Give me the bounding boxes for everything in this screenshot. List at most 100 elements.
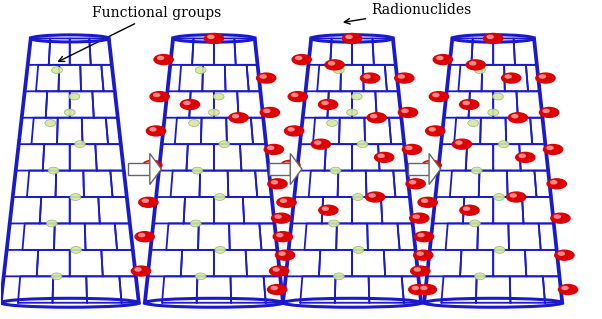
Circle shape [285, 162, 290, 165]
Text: Radionuclides: Radionuclides [344, 3, 471, 24]
Ellipse shape [330, 167, 341, 174]
Circle shape [150, 128, 156, 131]
Circle shape [395, 73, 414, 83]
Circle shape [483, 33, 503, 43]
Circle shape [562, 286, 568, 290]
Polygon shape [290, 153, 302, 185]
Ellipse shape [195, 67, 206, 74]
Circle shape [554, 215, 560, 218]
Circle shape [135, 268, 141, 271]
Circle shape [273, 268, 279, 271]
Circle shape [204, 33, 223, 43]
Circle shape [418, 197, 437, 207]
Circle shape [417, 285, 436, 294]
Circle shape [158, 56, 164, 60]
Ellipse shape [474, 273, 485, 280]
Circle shape [279, 252, 285, 255]
Circle shape [559, 285, 578, 294]
Circle shape [429, 128, 435, 131]
Circle shape [138, 234, 144, 237]
Ellipse shape [468, 120, 479, 126]
Circle shape [270, 266, 289, 276]
Ellipse shape [327, 120, 338, 126]
Circle shape [409, 285, 428, 294]
Ellipse shape [215, 247, 226, 253]
Circle shape [208, 35, 214, 38]
Ellipse shape [488, 109, 498, 116]
Circle shape [268, 146, 274, 149]
Circle shape [501, 73, 521, 83]
Ellipse shape [48, 167, 59, 174]
Circle shape [421, 286, 427, 290]
Ellipse shape [470, 220, 480, 227]
Circle shape [281, 160, 300, 170]
Circle shape [460, 205, 479, 215]
Circle shape [433, 55, 453, 64]
Circle shape [418, 234, 424, 237]
Ellipse shape [353, 247, 364, 253]
Circle shape [365, 192, 385, 202]
Ellipse shape [334, 67, 344, 74]
Circle shape [276, 250, 295, 260]
Circle shape [329, 62, 335, 65]
Circle shape [369, 194, 375, 197]
Circle shape [402, 109, 408, 112]
Circle shape [135, 232, 154, 242]
Circle shape [346, 35, 352, 38]
Circle shape [367, 113, 386, 123]
Circle shape [184, 101, 190, 105]
Circle shape [260, 108, 279, 117]
Circle shape [466, 60, 485, 70]
Circle shape [343, 33, 362, 43]
Circle shape [426, 162, 432, 165]
Circle shape [559, 252, 565, 255]
Circle shape [378, 154, 384, 157]
Circle shape [374, 152, 394, 162]
Ellipse shape [494, 194, 504, 200]
Circle shape [539, 108, 559, 117]
Circle shape [146, 162, 152, 165]
Circle shape [464, 207, 470, 210]
Circle shape [272, 181, 278, 184]
Ellipse shape [352, 93, 362, 100]
Circle shape [361, 73, 380, 83]
Circle shape [505, 75, 511, 78]
Circle shape [318, 100, 338, 109]
Circle shape [539, 75, 545, 78]
Ellipse shape [188, 120, 199, 126]
Circle shape [150, 92, 169, 101]
Ellipse shape [192, 167, 203, 174]
Circle shape [411, 266, 430, 276]
Ellipse shape [347, 109, 358, 116]
Ellipse shape [492, 93, 503, 100]
Ellipse shape [471, 167, 482, 174]
Circle shape [520, 154, 526, 157]
Circle shape [322, 101, 328, 105]
Circle shape [275, 215, 281, 218]
Circle shape [181, 100, 200, 109]
Bar [269, 163, 290, 175]
Bar [408, 163, 429, 175]
Circle shape [292, 55, 311, 64]
Ellipse shape [213, 93, 224, 100]
Bar [128, 163, 150, 175]
Circle shape [371, 115, 377, 118]
Circle shape [555, 250, 574, 260]
Circle shape [414, 232, 433, 242]
Circle shape [406, 179, 425, 189]
Circle shape [543, 109, 549, 112]
Circle shape [547, 146, 553, 149]
Circle shape [551, 181, 557, 184]
Circle shape [414, 250, 433, 260]
Ellipse shape [219, 141, 230, 148]
Circle shape [460, 100, 479, 109]
Circle shape [426, 126, 445, 136]
Circle shape [429, 92, 448, 101]
Circle shape [487, 35, 493, 38]
Circle shape [281, 199, 287, 202]
Circle shape [399, 75, 405, 78]
Circle shape [264, 145, 284, 154]
Ellipse shape [75, 141, 85, 148]
Circle shape [414, 268, 420, 271]
Circle shape [138, 197, 158, 207]
